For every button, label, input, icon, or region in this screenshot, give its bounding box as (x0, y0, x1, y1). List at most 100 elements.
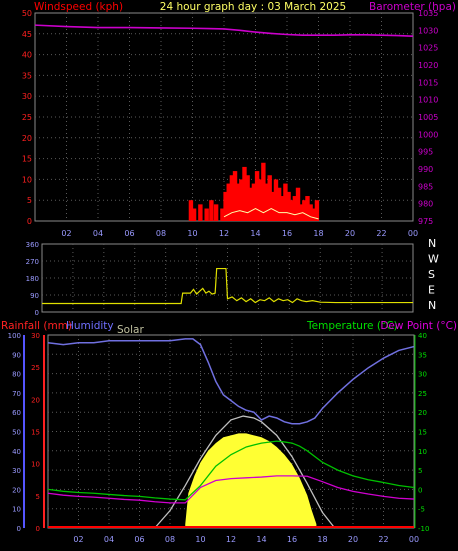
barometer-tick-label: 1005 (418, 113, 438, 122)
direction-tick-label: 90 (30, 292, 39, 300)
humidity-axis-label: Humidity (66, 320, 114, 332)
windspeed-tick-label: 5 (27, 196, 32, 205)
windspeed-ticks: 0 5 10 15 20 25 30 35 40 45 50 (22, 9, 32, 226)
temperature-ticks: -10 -5 0 5 10 15 20 25 30 35 40 (418, 332, 429, 533)
humidity-tick-label: 60 (12, 409, 21, 417)
rain-tick-label: 25 (31, 364, 40, 372)
wind-gust-bar (292, 196, 298, 221)
rainfall-axis-label: Rainfall (mm) (1, 320, 72, 332)
barometer-tick-label: 995 (418, 148, 433, 157)
x-tick-label: 12 (226, 535, 236, 544)
windspeed-tick-label: 25 (22, 113, 32, 122)
x-tick-label: 14 (256, 535, 266, 544)
windspeed-tick-label: 20 (22, 134, 32, 143)
x-tick-label: 08 (156, 229, 166, 238)
wind-gust-bar (198, 204, 203, 221)
humidity-tick-label: 90 (12, 351, 21, 359)
wind-gust-bar (220, 208, 225, 221)
rain-tick-label: 30 (31, 332, 40, 340)
humidity-tick-label: 20 (12, 486, 21, 494)
wind-gust-bar (311, 208, 316, 221)
wind-gust-bar (245, 175, 250, 221)
temperature-axis-label: Temperature (°C) (306, 320, 398, 332)
x-tick-label: 12 (219, 229, 229, 238)
x-tick-label: 20 (345, 229, 355, 238)
x-tick-label: 14 (250, 229, 260, 238)
x-tick-label: 10 (187, 229, 197, 238)
wind-gust-bar (188, 200, 194, 221)
rain-tick-label: 10 (31, 461, 40, 469)
wind-average-line (223, 207, 319, 220)
compass-label: N (428, 237, 436, 250)
windspeed-tick-label: 0 (27, 217, 32, 226)
temperature-line (47, 440, 415, 501)
wind-gust-bar (305, 196, 310, 221)
x-tick-label: 16 (287, 535, 297, 544)
x-tick-label: 06 (124, 229, 134, 238)
wind-gust-bar (248, 187, 253, 221)
dewpoint-line (47, 475, 415, 504)
rain-tick-label: 0 (36, 525, 40, 533)
barometer-tick-label: 990 (418, 165, 433, 174)
humidity-tick-label: 0 (17, 525, 21, 533)
wind-gust-bar (276, 187, 282, 221)
temperature-tick-label: 15 (418, 429, 427, 437)
wind-gust-bar (273, 179, 279, 221)
x-tick-label: 22 (376, 229, 386, 238)
barometer-tick-label: 1000 (418, 130, 438, 139)
humidity-tick-label: 40 (12, 448, 21, 456)
temperature-tick-label: 20 (418, 409, 427, 417)
x-tick-label: 16 (282, 229, 292, 238)
barometer-tick-label: 1030 (418, 26, 438, 35)
wind-gust-bar (302, 200, 307, 221)
barometer-tick-label: 980 (418, 200, 433, 209)
windspeed-tick-label: 35 (22, 71, 32, 80)
x-tick-label: 00 (409, 535, 419, 544)
barometer-line (34, 24, 414, 38)
windspeed-tick-label: 50 (22, 9, 32, 18)
wind-gust-bar (283, 183, 288, 221)
compass-label: E (428, 284, 435, 297)
wind-gust-bar (270, 191, 276, 221)
solar-theoretical-line (154, 415, 336, 529)
wind-gust-bar (258, 179, 263, 221)
solar-area (185, 433, 317, 528)
temperature-tick-label: 5 (418, 467, 422, 475)
humidity-tick-label: 70 (12, 390, 21, 398)
windspeed-tick-label: 45 (22, 30, 32, 39)
wind-gust-bar (229, 175, 235, 221)
humidity-tick-label: 10 (12, 506, 21, 514)
windspeed-tick-label: 40 (22, 51, 32, 60)
wind-gust-bar (267, 175, 272, 221)
barometer-axis-label: Barometer (hpa) (369, 1, 456, 13)
wind-gust-bar (314, 200, 320, 221)
barometer-tick-label: 1035 (418, 9, 438, 18)
direction-tick-label: 180 (26, 275, 39, 283)
x-ticks-top: 02 04 06 08 10 12 14 16 18 20 22 00 (61, 229, 418, 238)
dewpoint-axis-label: Dew Point (°C) (380, 320, 457, 332)
compass-label: N (428, 299, 436, 312)
direction-tick-label: 360 (26, 241, 39, 249)
wind-gust-bar (239, 179, 244, 221)
x-tick-label: 22 (378, 535, 388, 544)
wind-gust-bar (213, 204, 219, 221)
wind-gust-bar (280, 196, 285, 221)
direction-ticks: 0 90 180 270 360 (26, 241, 39, 317)
x-tick-label: 00 (408, 229, 418, 238)
barometer-tick-label: 1020 (418, 61, 438, 70)
windspeed-tick-label: 30 (22, 92, 32, 101)
barometer-tick-label: 1015 (418, 78, 438, 87)
x-tick-label: 06 (134, 535, 144, 544)
humidity-tick-label: 100 (8, 332, 21, 340)
barometer-tick-label: 1025 (418, 44, 438, 53)
temperature-tick-label: -5 (418, 506, 425, 514)
temperature-tick-label: 0 (418, 486, 422, 494)
temperature-tick-label: 30 (418, 371, 427, 379)
barometer-tick-label: 975 (418, 217, 433, 226)
x-tick-label: 20 (348, 535, 358, 544)
temperature-tick-label: 25 (418, 390, 427, 398)
temperature-tick-label: 10 (418, 448, 427, 456)
x-tick-label: 02 (73, 535, 83, 544)
